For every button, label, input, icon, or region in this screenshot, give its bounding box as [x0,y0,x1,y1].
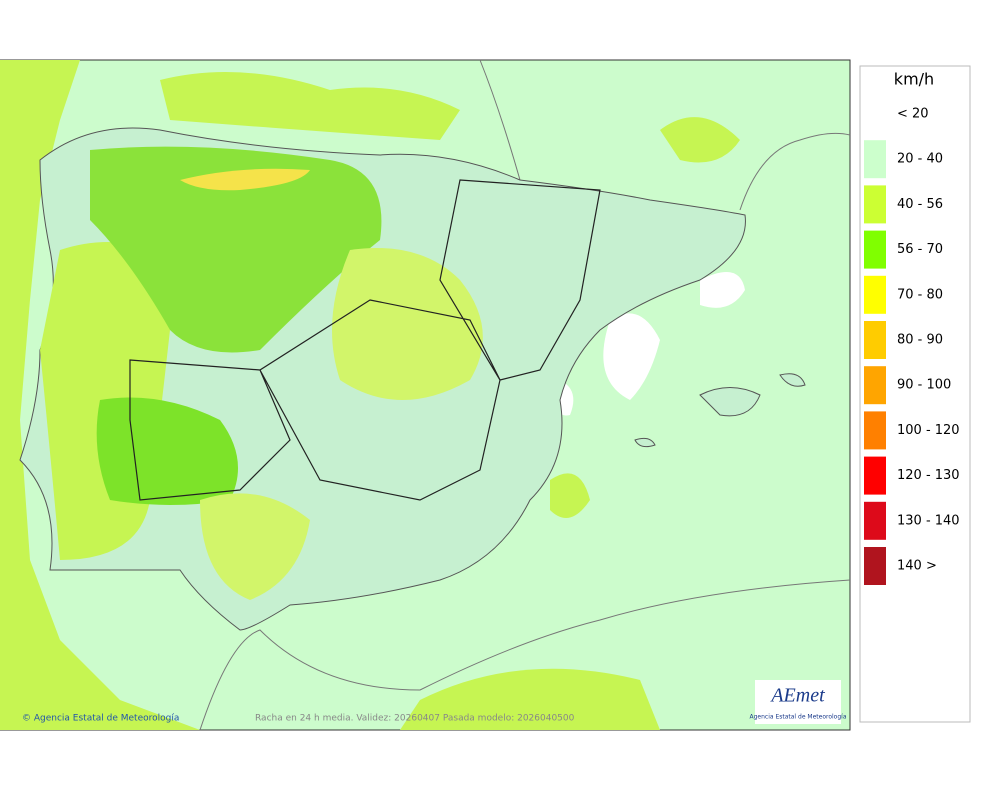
legend-swatch [864,366,886,405]
legend-swatch [864,321,886,359]
island [634,373,806,448]
legend-label: 120 - 130 [897,468,960,483]
coastline [479,59,851,211]
legend-swatch [864,547,886,585]
legend-swatch [864,501,886,540]
legend-label: 20 - 40 [897,152,943,167]
calm-area [603,313,660,400]
sea-wind-area [0,60,200,730]
credit: © Agencia Estatal de Meteorología [22,714,179,724]
legend-label: 90 - 100 [897,378,951,393]
legend-swatch [864,411,886,450]
legend-swatch [864,95,886,133]
wind-area [90,146,382,353]
legend: < 20 20 - 40 40 - 56 56 - 70 70 - 80 80 - 90 9… [864,95,960,585]
legend-title: km/h [894,70,934,89]
calm-area [700,272,745,308]
legend-swatch [864,456,886,495]
wind-area [96,397,239,505]
legend-swatch [864,140,886,179]
legend-label: < 20 [897,107,929,122]
legend-label: 140 > [897,559,937,574]
legend-label: 100 - 120 [897,423,960,438]
logo-box [755,680,841,724]
legend-label: 56 - 70 [897,242,943,257]
coastline [199,579,851,731]
legend-label: 80 - 90 [897,333,943,348]
legend-label: 70 - 80 [897,287,943,302]
sea-wind-area [400,668,660,730]
logo-name: AEmet [769,685,825,707]
wind-area [332,248,483,400]
legend-swatch [864,275,886,314]
logo-subtitle: Agencia Estatal de Meteorología [750,714,847,721]
sea-wind-area [550,473,590,518]
legend-label: 130 - 140 [897,513,960,528]
legend-swatch [864,230,886,269]
legend-label: 40 - 56 [897,197,943,212]
wind-area [200,493,310,600]
caption: Racha en 24 h media. Validez: 20260407 P… [255,714,575,724]
sea-wind-area [160,72,460,140]
region-border [129,179,601,501]
legend-swatch [864,185,886,224]
wind-area [180,168,310,191]
sea-wind-area [660,117,740,163]
